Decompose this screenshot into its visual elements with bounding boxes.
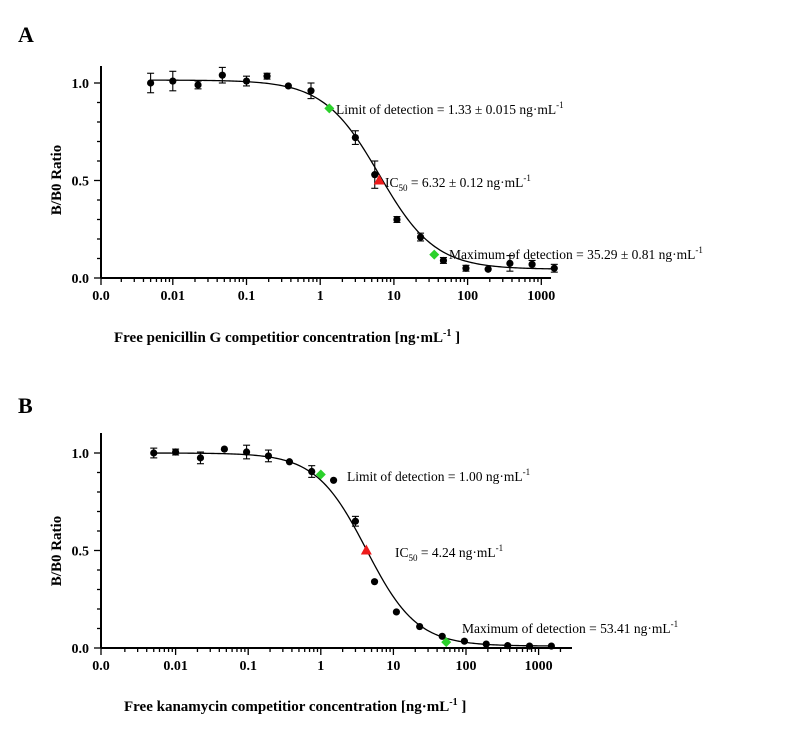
- panel-b-data-point: [416, 622, 424, 631]
- panel-a-data-point: [284, 82, 292, 90]
- panel-a-data-point: [147, 79, 155, 87]
- panel-a-data-point: [371, 171, 379, 179]
- panel-a-fit-curve: [150, 79, 555, 270]
- panel-b-data-point: [504, 642, 512, 650]
- panel-b-data-point: [242, 448, 251, 456]
- panel-b-ic50-annotation: IC50 = 4.24 ng·mL-1: [395, 543, 503, 563]
- panel-a-data-point: [351, 134, 359, 142]
- panel-a: A B/B0 Ratio Free penicillin G competiti…: [18, 22, 703, 346]
- panel-a-data-point: [416, 233, 425, 241]
- panel-a-data-point: [242, 77, 251, 85]
- panel-a-y-tick-label: 0.0: [72, 272, 90, 287]
- panel-a-data-point: [506, 259, 514, 267]
- panel-b-data-point: [220, 445, 228, 453]
- panel-a-x-tick-label: 0.0: [92, 289, 110, 304]
- panel-b-lod-marker: [315, 469, 326, 480]
- panel-a-data-point: [484, 265, 492, 273]
- panel-a-data-point: [307, 87, 315, 95]
- panel-b-data-point: [264, 452, 273, 460]
- panel-b-data-point: [172, 448, 180, 456]
- panel-a-x-tick-label: 0.1: [238, 289, 256, 304]
- panel-b-x-axis-title: Free kanamycin competitior concentration…: [124, 697, 466, 715]
- panel-b-lod-annotation: Limit of detection = 1.00 ng·mL-1: [347, 467, 530, 484]
- panel-b-y-tick-label: 0.0: [72, 642, 90, 657]
- panel-a-data-point: [393, 215, 401, 224]
- panel-a-x-tick-label: 0.01: [161, 289, 186, 304]
- panel-b-x-tick-label: 0.01: [163, 659, 188, 674]
- panel-b-x-tick-label: 100: [456, 659, 477, 674]
- panel-a-x-tick-label: 10: [387, 289, 401, 304]
- panel-a-y-axis-title: B/B0 Ratio: [49, 145, 65, 215]
- panel-b-data-point: [392, 608, 401, 616]
- panel-a-x-tick-label: 1000: [527, 289, 555, 304]
- panel-b-y-axis-title: B/B0 Ratio: [49, 516, 65, 586]
- panel-b-mod-marker: [441, 637, 452, 648]
- panel-a-y-tick-label: 1.0: [72, 77, 90, 92]
- panel-a-data-point: [218, 71, 226, 79]
- panel-a-x-tick-label: 100: [457, 289, 478, 304]
- panel-a-ic50-marker: [373, 174, 385, 185]
- panel-a-data-point: [462, 264, 470, 272]
- panel-a-ic50-annotation: IC50 = 6.32 ± 0.12 ng·mL-1: [385, 173, 531, 193]
- panel-b-data-point: [482, 640, 490, 648]
- panel-a-lod-marker: [324, 103, 335, 114]
- panel-a-data-point: [439, 256, 448, 265]
- panel-a-x-axis-title: Free penicillin G competitior concentrat…: [114, 328, 460, 346]
- panel-b-data-point: [525, 642, 534, 650]
- panel-a-x-tick-label: 1: [317, 289, 324, 304]
- panel-a-y-tick-label: 0.5: [72, 175, 90, 190]
- panel-b-y-tick-label: 0.5: [72, 545, 90, 560]
- panel-b-x-tick-label: 0.0: [92, 659, 110, 674]
- panel-b-x-tick-label: 1000: [525, 659, 553, 674]
- panel-a-letter: A: [18, 22, 34, 47]
- panel-b-data-point: [150, 449, 158, 457]
- panel-b-y-tick-label: 1.0: [72, 447, 90, 462]
- panel-a-data-point: [169, 77, 177, 85]
- panel-b-data-point: [329, 476, 338, 484]
- panel-b-data-point: [547, 642, 555, 650]
- panel-b-data-point: [438, 632, 446, 640]
- panel-a-data-point: [550, 264, 558, 272]
- panel-a-data-point: [194, 81, 202, 89]
- panel-a-mod-annotation: Maximum of detection = 35.29 ± 0.81 ng·m…: [449, 245, 703, 262]
- panel-b: B B/B0 Ratio Free kanamycin competitior …: [18, 393, 678, 715]
- panel-b-data-point: [351, 517, 360, 525]
- panel-b-data-point: [196, 454, 205, 462]
- panel-a-data-point: [263, 72, 271, 80]
- panel-b-data-point: [308, 467, 316, 476]
- panel-b-data-point: [460, 637, 468, 645]
- panel-b-ic50-marker: [360, 544, 372, 555]
- panel-b-mod-annotation: Maximum of detection = 53.41 ng·mL-1: [462, 619, 678, 636]
- panel-b-x-tick-label: 10: [386, 659, 400, 674]
- panel-a-lod-annotation: Limit of detection = 1.33 ± 0.015 ng·mL-…: [336, 100, 564, 117]
- panel-a-mod-marker: [429, 249, 440, 260]
- panel-a-data-point: [528, 260, 536, 268]
- panel-b-data-point: [285, 458, 294, 466]
- panel-b-x-tick-label: 0.1: [239, 659, 257, 674]
- panel-b-data-point: [370, 578, 379, 586]
- panel-b-letter: B: [18, 393, 33, 418]
- panel-b-x-tick-label: 1: [317, 659, 324, 674]
